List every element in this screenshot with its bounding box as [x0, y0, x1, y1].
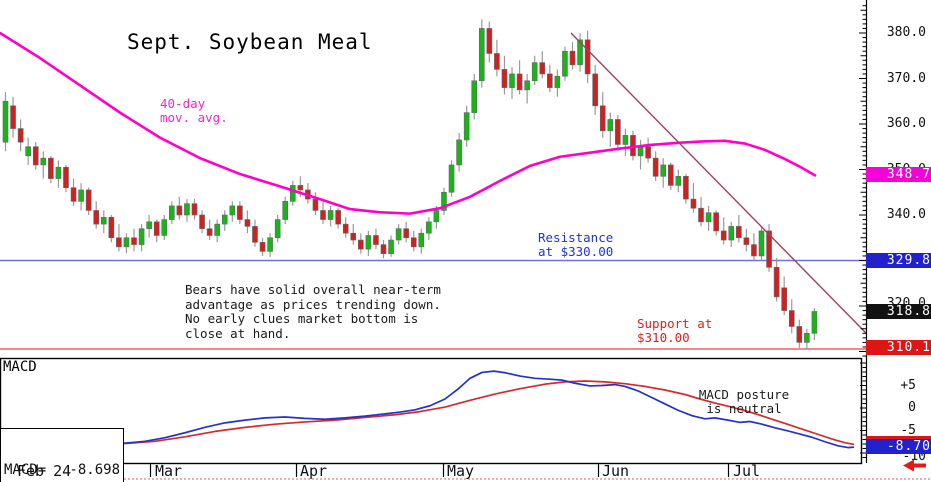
- last-price-badge: 318.8: [866, 304, 931, 319]
- resistance-annotation: Resistance at $330.00: [538, 230, 614, 259]
- macd-scale-minus5: -5: [900, 423, 916, 438]
- ma-value-badge: 348.7: [866, 167, 931, 182]
- support-value-badge: 310.1: [866, 340, 931, 355]
- y-label-340: 340.0: [886, 207, 926, 222]
- y-label-370: 370.0: [886, 71, 926, 86]
- x-label-feb: Feb 24: [17, 462, 72, 480]
- macd-value: -8.698: [69, 462, 120, 478]
- y-label-380: 380.0: [886, 25, 926, 40]
- macda-marker-strip: [866, 436, 931, 440]
- left-arrow-icon: [903, 459, 926, 472]
- moving-average-label: 40-day mov. avg.: [160, 96, 228, 125]
- x-label-apr: Apr: [300, 462, 328, 480]
- x-label-may: May: [447, 462, 475, 480]
- macd-value-badge: -8.70: [866, 439, 931, 454]
- commentary-note: Bears have solid overall near-term advan…: [185, 282, 441, 341]
- chart-title: Sept. Soybean Meal: [127, 30, 373, 54]
- x-label-jul: Jul: [733, 462, 761, 480]
- x-label-jun: Jun: [602, 462, 630, 480]
- support-annotation: Support at $310.00: [637, 316, 713, 345]
- macd-values-box: MACD=-8.698 MACDA=-8.055: [0, 428, 124, 482]
- macd-scale-zero: 0: [908, 400, 916, 415]
- macd-posture-annotation: MACD posture is neutral: [698, 387, 790, 416]
- macd-panel-label: MACD: [3, 359, 37, 375]
- x-label-mar: Mar: [155, 462, 183, 480]
- y-label-360: 360.0: [886, 116, 926, 131]
- resistance-value-badge: 329.8: [866, 253, 931, 268]
- macd-scale-plus5: +5: [900, 378, 916, 393]
- macd-value-row: MACD= -8.698: [4, 462, 120, 478]
